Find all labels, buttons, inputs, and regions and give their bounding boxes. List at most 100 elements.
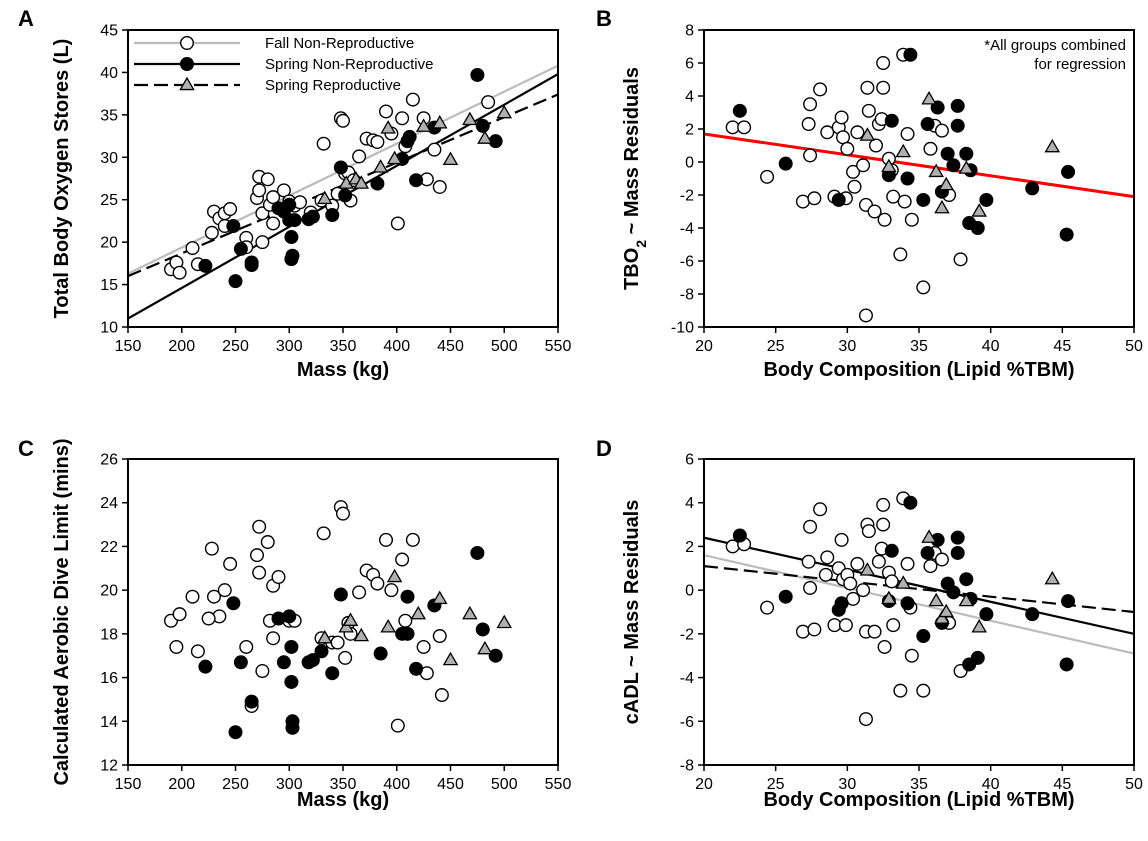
data-point-open-circle: [434, 688, 449, 703]
data-point-filled-circle: [732, 103, 747, 118]
data-point-open-circle: [876, 80, 891, 95]
data-point-open-circle: [893, 247, 908, 262]
x-tick-label: 30: [838, 338, 856, 355]
plot-frame: [703, 458, 1135, 766]
data-point-open-circle: [266, 190, 281, 205]
data-point-triangle: [431, 115, 448, 129]
data-point-filled-circle: [338, 188, 353, 203]
data-point-filled-circle: [946, 158, 961, 173]
data-point-triangle: [462, 111, 478, 126]
data-point-triangle: [338, 618, 354, 633]
data-point-triangle: [415, 118, 432, 132]
data-point-triangle: [1044, 570, 1061, 585]
plot-frame: [703, 29, 1135, 328]
data-point-open-circle: [916, 683, 931, 698]
data-point-open-circle: [869, 138, 884, 153]
data-point-filled-circle: [333, 587, 348, 602]
data-point-filled-circle: [920, 545, 935, 560]
data-point-open-circle: [861, 103, 876, 118]
x-tick-label: 40: [982, 338, 1000, 355]
regression-line: [704, 132, 1134, 199]
y-tick-label: 8: [685, 23, 694, 40]
data-point-open-circle: [897, 194, 912, 209]
data-point-open-circle: [858, 308, 873, 323]
data-point-open-circle: [818, 567, 833, 582]
data-point-open-circle: [904, 212, 919, 227]
data-point-open-circle: [432, 629, 447, 644]
y-tick-label: 18: [100, 626, 118, 643]
data-point-open-circle: [843, 576, 858, 591]
y-tick-label: 14: [100, 714, 118, 731]
data-point-open-circle: [876, 56, 891, 71]
x-tick-label: 45: [1053, 776, 1071, 793]
data-point-open-circle: [737, 120, 752, 135]
data-point-triangle: [380, 618, 396, 633]
data-point-open-circle: [390, 216, 405, 231]
data-point-filled-circle: [244, 258, 259, 273]
data-point-filled-circle: [409, 173, 424, 188]
data-point-open-circle: [820, 550, 835, 565]
x-tick-label: 200: [168, 338, 195, 355]
y-tick-label: -6: [680, 254, 694, 271]
y-tick-label: -2: [680, 626, 694, 643]
data-point-open-circle: [255, 235, 270, 250]
data-point-filled-circle: [959, 146, 974, 161]
data-point-filled-circle: [732, 528, 747, 543]
data-point-filled-circle: [470, 67, 485, 82]
data-point-open-circle: [390, 718, 405, 733]
data-point-filled-circle: [285, 714, 300, 729]
x-tick-label: 250: [222, 776, 249, 793]
data-point-open-circle: [867, 624, 882, 639]
data-point-triangle: [895, 575, 912, 589]
data-point-open-circle: [276, 183, 291, 198]
data-point-filled-circle: [284, 674, 299, 689]
data-point-filled-circle: [400, 589, 415, 604]
x-tick-label: 500: [491, 776, 518, 793]
data-point-filled-circle: [325, 207, 340, 222]
data-point-open-circle: [201, 611, 216, 626]
data-point-open-circle: [370, 576, 385, 591]
x-tick-label: 450: [437, 338, 464, 355]
x-tick-label: 35: [910, 776, 928, 793]
y-tick-label: 45: [100, 23, 118, 40]
data-point-filled-circle: [470, 545, 485, 560]
data-point-filled-circle: [950, 118, 965, 133]
data-point-filled-circle: [834, 596, 849, 611]
panel-b: B 20 25 30 35 40 45 50 -10 -8 -6 -4 -2 0 2 4 6 8 Body Comp…: [596, 6, 1143, 381]
data-point-open-circle: [803, 519, 818, 534]
y-tick-label: 4: [685, 495, 694, 512]
data-point-open-circle: [838, 618, 853, 633]
data-point-open-circle: [846, 164, 861, 179]
plot-area: [128, 64, 558, 320]
x-tick-label: 550: [545, 338, 572, 355]
data-point-open-circle: [266, 631, 281, 646]
data-point-triangle: [958, 592, 975, 607]
data-point-filled-circle: [282, 197, 297, 212]
data-point-open-circle: [807, 622, 822, 637]
data-point-open-circle: [395, 111, 410, 126]
x-tick-label: 45: [1053, 338, 1071, 355]
data-point-triangle: [934, 199, 950, 214]
data-point-filled-circle: [179, 57, 194, 72]
data-point-filled-circle: [946, 585, 961, 600]
data-point-triangle: [342, 612, 359, 626]
data-point-triangle: [442, 651, 459, 666]
data-point-open-circle: [886, 189, 901, 204]
data-point-filled-circle: [979, 607, 994, 622]
plot-frame: [127, 458, 559, 766]
data-point-open-circle: [405, 92, 420, 107]
data-point-triangle: [496, 614, 513, 629]
data-point-triangle: [380, 120, 396, 134]
data-point-open-circle: [316, 526, 331, 541]
x-tick-label: 550: [545, 776, 572, 793]
data-point-open-circle: [169, 639, 184, 654]
data-point-filled-circle: [226, 596, 241, 611]
x-tick-label: 450: [437, 776, 464, 793]
data-point-triangle: [958, 160, 975, 174]
data-point-open-circle: [217, 583, 232, 598]
y-axis-label: Calculated Aerobic Dive Limit (mins): [51, 438, 73, 785]
data-point-triangle: [1044, 138, 1061, 153]
x-tick-label: 350: [330, 338, 357, 355]
data-point-open-circle: [336, 113, 351, 128]
data-point-open-circle: [223, 202, 238, 217]
